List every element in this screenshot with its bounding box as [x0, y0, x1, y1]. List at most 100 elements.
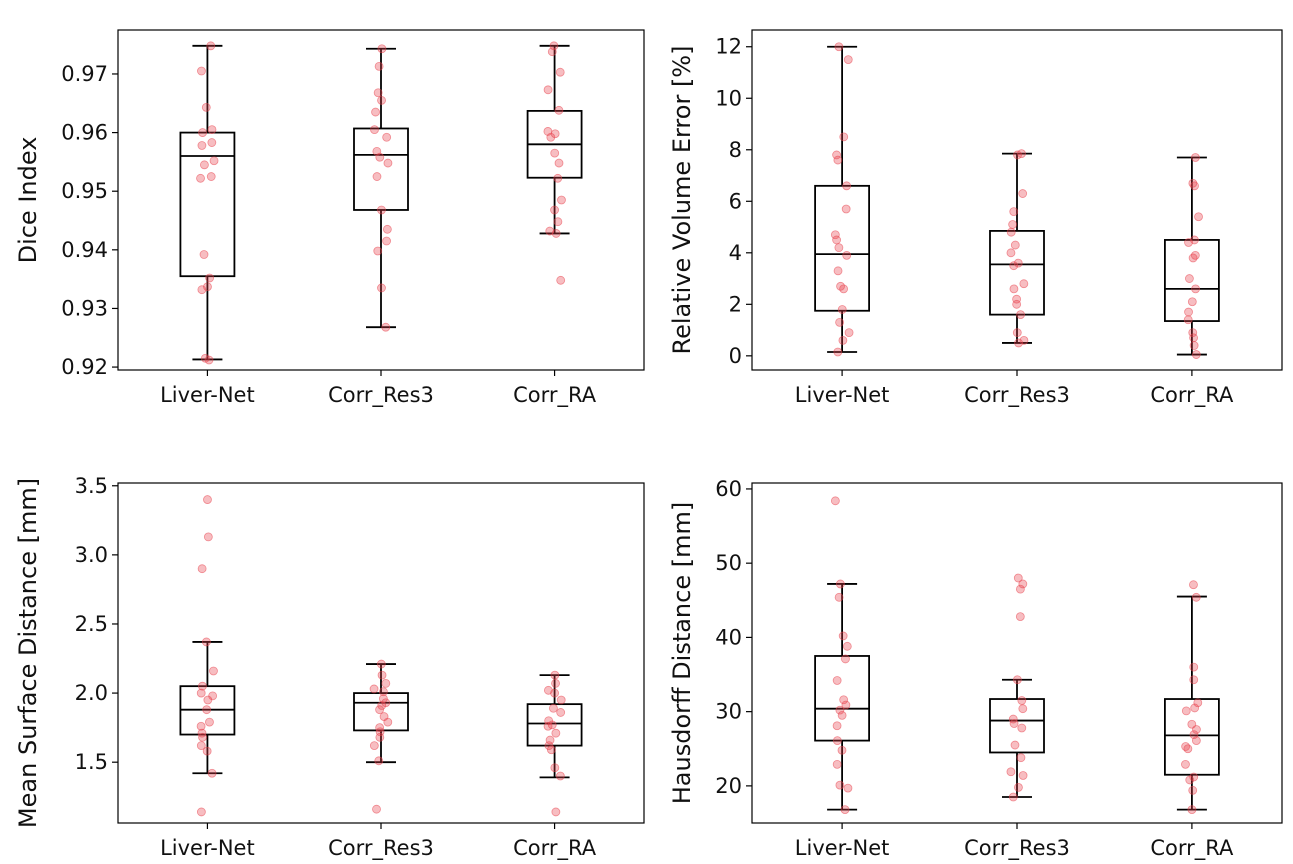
data-point: [1189, 675, 1199, 685]
data-point: [1191, 592, 1201, 602]
data-point: [550, 688, 559, 698]
data-point: [1009, 719, 1019, 728]
x-tick-label: Liver-Net: [160, 836, 255, 860]
y-tick-label: 50: [715, 551, 742, 575]
data-point: [837, 745, 847, 755]
data-point: [839, 284, 848, 294]
data-point: [206, 172, 216, 181]
chart-panel-3: 1.5 2.0 2.5 3.0 3.5 Liver-Net Corr_Res3 Corr_RA…: [14, 474, 645, 861]
data-point: [196, 721, 206, 731]
data-point: [376, 659, 386, 669]
data-point: [372, 172, 382, 181]
data-point: [1019, 335, 1029, 345]
data-point: [374, 756, 384, 766]
data-point: [1184, 238, 1193, 247]
x-tick-label: Liver-Net: [795, 836, 890, 860]
data-point: [545, 735, 555, 745]
data-point: [383, 158, 393, 168]
data-point: [1006, 227, 1016, 237]
x-tick-label: Corr_Res3: [328, 383, 434, 408]
data-point: [832, 759, 842, 769]
box-liver-net: [179, 641, 236, 775]
data-point: [1192, 725, 1201, 734]
data-point: [1018, 189, 1028, 198]
data-point: [196, 173, 205, 183]
y-tick-label: 0.96: [61, 121, 108, 145]
data-point: [1189, 662, 1199, 672]
y-tick-label: 6: [729, 189, 742, 213]
data-point: [546, 745, 556, 755]
data-point: [370, 125, 379, 135]
iqr-box: [989, 698, 1045, 754]
data-point: [197, 66, 206, 76]
box-corr-res3: [989, 152, 1045, 344]
y-axis-label: Mean Surface Distance [mm]: [14, 478, 42, 828]
data-point: [369, 741, 379, 751]
x-tick-label: Corr_Res3: [964, 836, 1070, 861]
x-tick-label: Corr_RA: [1150, 383, 1234, 408]
data-point: [377, 283, 386, 293]
x-tick-label: Corr_Res3: [964, 383, 1070, 408]
data-point: [551, 728, 561, 738]
y-tick-label: 0: [729, 344, 742, 368]
y-tick-label: 12: [715, 35, 742, 59]
data-point: [841, 204, 851, 214]
data-point: [549, 703, 558, 713]
data-point: [198, 732, 207, 742]
chart-panel-2: 0 2 4 6 8 10 12 Liver-Net Corr_Res3 Corr_RA Relati…: [668, 29, 1283, 408]
data-point: [381, 679, 391, 688]
data-point: [838, 631, 848, 641]
y-tick-label: 8: [729, 138, 742, 162]
data-point: [203, 495, 212, 504]
data-point: [1008, 220, 1018, 229]
data-point: [197, 564, 207, 574]
data-point: [196, 807, 206, 817]
data-point: [550, 205, 559, 215]
data-point: [202, 637, 211, 647]
data-point: [198, 128, 207, 137]
data-point: [551, 679, 560, 688]
y-tick-label: 20: [715, 774, 742, 798]
data-point: [1191, 350, 1201, 359]
iqr-box: [989, 230, 1045, 316]
data-point: [551, 807, 561, 817]
data-point: [842, 641, 852, 651]
data-point: [546, 132, 556, 142]
y-tick-label: 0.92: [61, 355, 108, 379]
x-tick-label: Corr_RA: [513, 383, 597, 408]
data-point: [556, 695, 566, 705]
data-point: [830, 496, 840, 506]
data-point: [209, 666, 218, 676]
data-point: [1014, 782, 1023, 792]
x-tick-label: Corr_RA: [513, 836, 597, 861]
data-point: [543, 721, 553, 731]
data-point: [371, 107, 380, 117]
data-point: [554, 158, 564, 168]
data-point: [557, 195, 566, 205]
y-tick-label: 3.5: [75, 474, 108, 498]
data-point: [550, 670, 560, 680]
data-point: [1018, 579, 1028, 589]
data-point: [1009, 284, 1019, 294]
data-point: [556, 708, 566, 717]
data-point: [1009, 207, 1019, 216]
data-point: [1017, 723, 1027, 733]
data-point: [1191, 153, 1200, 162]
data-point: [1185, 274, 1194, 283]
data-point: [838, 335, 848, 345]
data-point: [209, 156, 219, 166]
data-point: [1013, 150, 1022, 160]
y-tick-label: 4: [729, 241, 742, 265]
data-point: [206, 41, 216, 51]
data-point: [381, 322, 391, 332]
data-point: [834, 42, 844, 52]
data-point: [1194, 212, 1203, 222]
data-point: [832, 235, 842, 245]
data-point: [1190, 703, 1200, 713]
data-point: [1187, 805, 1197, 815]
data-point: [207, 138, 217, 147]
data-point: [200, 160, 209, 170]
data-point: [203, 695, 213, 705]
data-point: [201, 102, 211, 112]
data-point: [842, 181, 852, 191]
